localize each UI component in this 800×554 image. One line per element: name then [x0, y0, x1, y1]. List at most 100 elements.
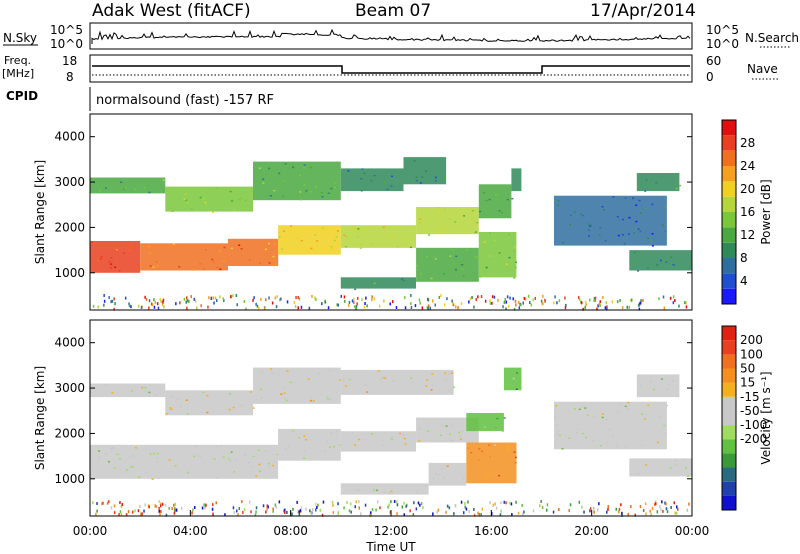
- noise-speckle: [665, 507, 668, 511]
- noise-speckle: [678, 304, 680, 308]
- velocity-colorbar-swatch: [722, 467, 736, 482]
- data-speckle: [97, 450, 100, 452]
- data-speckle: [496, 417, 499, 420]
- data-speckle: [342, 379, 345, 382]
- data-speckle: [292, 430, 295, 432]
- data-speckle: [91, 241, 93, 243]
- noise-speckle: [321, 513, 324, 517]
- data-speckle: [617, 234, 620, 237]
- noise-speckle: [232, 506, 235, 510]
- data-speckle: [174, 465, 177, 467]
- data-speckle: [284, 447, 287, 450]
- noise-speckle: [480, 295, 483, 298]
- data-speckle: [325, 440, 328, 443]
- data-speckle: [299, 198, 302, 201]
- noise-speckle: [509, 501, 511, 505]
- noise-speckle: [518, 306, 521, 310]
- data-speckle: [252, 407, 255, 409]
- noise-speckle: [119, 501, 121, 505]
- noise-speckle: [356, 302, 358, 306]
- noise-speckle: [268, 296, 270, 300]
- data-speckle: [561, 242, 564, 244]
- noise-speckle: [204, 506, 206, 510]
- noise-speckle: [255, 510, 257, 514]
- noise-speckle: [298, 297, 301, 301]
- data-speckle: [345, 245, 348, 248]
- noise-speckle: [160, 300, 162, 303]
- data-speckle: [333, 239, 336, 242]
- data-speckle: [418, 440, 421, 442]
- data-speckle: [485, 266, 488, 269]
- data-speckle: [162, 179, 165, 181]
- data-speckle: [651, 245, 654, 247]
- noise-speckle: [139, 505, 141, 508]
- noise-speckle: [688, 502, 690, 506]
- noise-speckle: [523, 296, 526, 300]
- noise-speckle: [137, 304, 140, 308]
- data-speckle: [670, 256, 673, 258]
- noise-speckle: [489, 299, 491, 303]
- noise-speckle: [419, 503, 421, 507]
- data-speckle: [97, 458, 100, 460]
- noise-speckle: [599, 304, 601, 308]
- data-speckle: [556, 204, 559, 206]
- data-speckle: [180, 405, 183, 408]
- data-band: [511, 168, 522, 192]
- data-speckle: [481, 450, 484, 453]
- power-colorbar-swatch: [722, 242, 736, 258]
- noise-speckle: [162, 298, 165, 302]
- data-speckle: [315, 186, 317, 188]
- data-speckle: [668, 384, 671, 386]
- data-speckle: [403, 437, 406, 440]
- data-speckle: [286, 370, 289, 372]
- data-speckle: [283, 230, 286, 232]
- data-band: [278, 225, 341, 255]
- noise-speckle: [607, 508, 609, 511]
- data-speckle: [507, 448, 510, 450]
- data-band: [278, 428, 341, 461]
- data-speckle: [184, 193, 187, 195]
- data-band: [165, 390, 254, 416]
- noise-speckle: [621, 511, 623, 515]
- data-speckle: [390, 185, 393, 187]
- data-speckle: [262, 182, 265, 184]
- noise-speckle: [505, 307, 507, 311]
- data-speckle: [513, 277, 516, 279]
- data-speckle: [327, 398, 330, 400]
- noise-speckle: [514, 299, 517, 303]
- noise-speckle: [674, 511, 676, 515]
- noise-speckle: [113, 504, 116, 508]
- data-speckle: [112, 447, 115, 449]
- data-speckle: [332, 445, 335, 448]
- x-tick-label: 16:00: [474, 524, 509, 538]
- data-speckle: [402, 434, 405, 436]
- data-speckle: [110, 257, 113, 259]
- noise-speckle: [519, 302, 521, 306]
- noise-speckle: [140, 512, 142, 516]
- y-tick-label: 2000: [54, 426, 85, 440]
- data-speckle: [251, 465, 254, 468]
- data-speckle: [434, 176, 437, 179]
- power-colorbar-tick-label: 16: [740, 205, 755, 219]
- data-band: [90, 177, 166, 194]
- data-speckle: [442, 477, 445, 479]
- noise-speckle: [478, 513, 480, 516]
- noise-speckle: [366, 304, 368, 308]
- data-speckle: [426, 379, 429, 381]
- data-speckle: [587, 229, 590, 231]
- noise-speckle: [274, 503, 277, 507]
- noise-speckle: [124, 296, 127, 300]
- noise-speckle: [118, 513, 120, 516]
- velocity-colorbar-tick-label: -15: [740, 390, 760, 404]
- noise-speckle: [96, 509, 98, 513]
- noise-speckle: [96, 502, 98, 505]
- noise-speckle: [403, 501, 405, 505]
- data-speckle: [633, 232, 636, 234]
- data-speckle: [601, 413, 604, 415]
- noise-speckle: [662, 509, 664, 513]
- noise-speckle: [395, 306, 398, 309]
- data-speckle: [330, 187, 333, 190]
- data-speckle: [351, 431, 353, 434]
- noise-speckle: [102, 501, 104, 505]
- data-speckle: [194, 445, 197, 447]
